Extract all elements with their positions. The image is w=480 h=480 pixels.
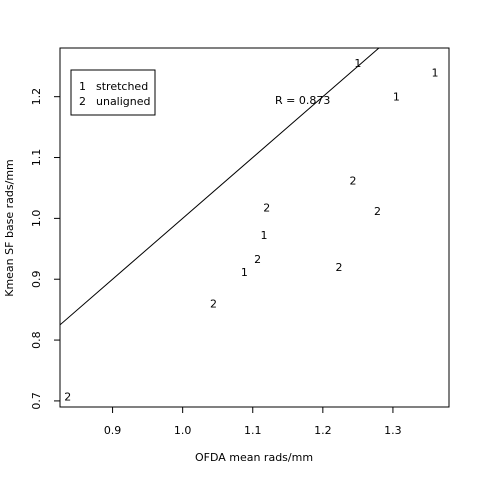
- correlation-annotation: R = 0.873: [275, 94, 330, 107]
- legend-label-stretched: stretched: [96, 80, 148, 93]
- data-point: 2: [210, 298, 217, 311]
- data-point: 2: [263, 201, 270, 214]
- x-tick-label: 0.9: [104, 424, 122, 437]
- y-tick-label: 0.7: [30, 392, 43, 410]
- data-point: 1: [354, 57, 361, 70]
- x-tick-label: 1.1: [244, 424, 262, 437]
- y-tick-label: 1.1: [30, 149, 43, 167]
- data-point: 2: [335, 261, 342, 274]
- legend-box: [70, 69, 156, 116]
- data-point: 1: [431, 66, 438, 79]
- x-axis: 0.9 1.0 1.1 1.2 1.3: [104, 407, 402, 437]
- legend-symbol-1: 1: [79, 80, 86, 93]
- x-tick-label: 1.2: [314, 424, 332, 437]
- data-point: 2: [374, 205, 381, 218]
- plot-frame: [59, 47, 450, 408]
- y-tick-label: 0.8: [30, 331, 43, 349]
- y-axis-label: Kmean SF base rads/mm: [3, 159, 16, 297]
- legend-symbol-2: 2: [79, 95, 86, 108]
- y-tick-label: 0.9: [30, 270, 43, 288]
- y-axis: 0.7 0.8 0.9 1.0 1.1 1.2: [30, 88, 60, 410]
- x-axis-label: OFDA mean rads/mm: [195, 451, 313, 464]
- reference-line: [60, 48, 380, 326]
- data-point: 2: [254, 253, 261, 266]
- legend: 1 stretched 2 unaligned: [70, 69, 156, 116]
- data-point: 1: [260, 229, 267, 242]
- y-tick-label: 1.0: [30, 210, 43, 228]
- x-tick-label: 1.0: [174, 424, 192, 437]
- legend-label-unaligned: unaligned: [96, 95, 151, 108]
- data-point: 2: [349, 175, 356, 188]
- y-tick-label: 1.2: [30, 88, 43, 106]
- data-point: 1: [393, 91, 400, 104]
- data-point: 1: [241, 266, 248, 279]
- data-point: 2: [64, 391, 71, 404]
- x-tick-label: 1.3: [384, 424, 402, 437]
